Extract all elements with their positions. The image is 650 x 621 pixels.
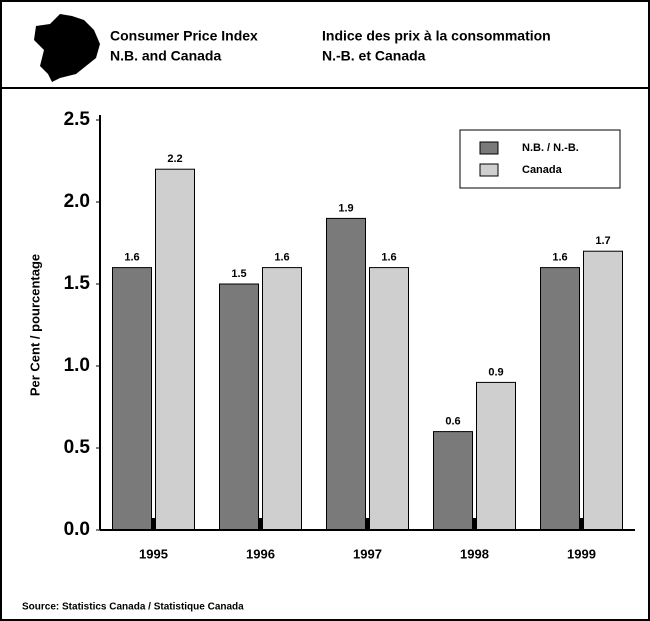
- data-label: 2.2: [167, 153, 182, 165]
- bar: [476, 381, 516, 531]
- x-tick: [151, 518, 156, 530]
- legend-box: [459, 129, 621, 189]
- data-label: 1.9: [338, 202, 353, 214]
- subtitle-fr: N.-B. et Canada: [322, 48, 426, 64]
- x-tick-label: 1995: [139, 546, 168, 561]
- data-label: 1.6: [274, 252, 289, 264]
- data-label: 0.6: [445, 416, 460, 428]
- title: Consumer Price Index: [110, 28, 258, 44]
- bar: [433, 431, 473, 531]
- bar: [583, 250, 623, 531]
- bar: [219, 283, 259, 531]
- y-tick-label: 2.0: [64, 191, 90, 212]
- bar: [369, 267, 409, 531]
- x-tick: [365, 518, 370, 530]
- y-tick-label: 0.5: [64, 437, 91, 458]
- data-label: 1.6: [124, 252, 139, 264]
- title-fr: Indice des prix à la consommation: [322, 28, 551, 44]
- bar: [540, 267, 580, 531]
- x-tick: [472, 518, 477, 530]
- data-label: 1.7: [595, 235, 610, 247]
- bar: [262, 267, 302, 531]
- data-label: 1.6: [381, 252, 396, 264]
- data-label: 1.5: [231, 268, 246, 280]
- legend-label: Canada: [522, 164, 563, 176]
- y-tick-label: 0.0: [64, 519, 90, 540]
- data-label: 1.6: [552, 252, 567, 264]
- data-label: 0.9: [488, 366, 503, 378]
- subtitle: N.B. and Canada: [110, 48, 221, 64]
- y-tick-label: 2.5: [64, 109, 91, 130]
- bar: [326, 217, 366, 531]
- y-axis-label: Per Cent / pourcentage: [27, 254, 42, 396]
- x-tick-label: 1999: [567, 546, 596, 561]
- y-tick-label: 1.5: [64, 273, 91, 294]
- x-tick-label: 1997: [353, 546, 382, 561]
- legend-swatch: [479, 163, 499, 177]
- x-tick: [579, 518, 584, 530]
- x-tick: [258, 518, 263, 530]
- source: Source: Statistics Canada / Statistique …: [22, 602, 244, 613]
- map-icon: [34, 14, 100, 82]
- x-tick-label: 1996: [246, 546, 275, 561]
- legend-label: N.B. / N.-B.: [522, 142, 579, 154]
- bar: [155, 168, 195, 531]
- x-tick-label: 1998: [460, 546, 489, 561]
- bar: [112, 267, 152, 531]
- y-tick-label: 1.0: [64, 355, 90, 376]
- legend-swatch: [479, 141, 499, 155]
